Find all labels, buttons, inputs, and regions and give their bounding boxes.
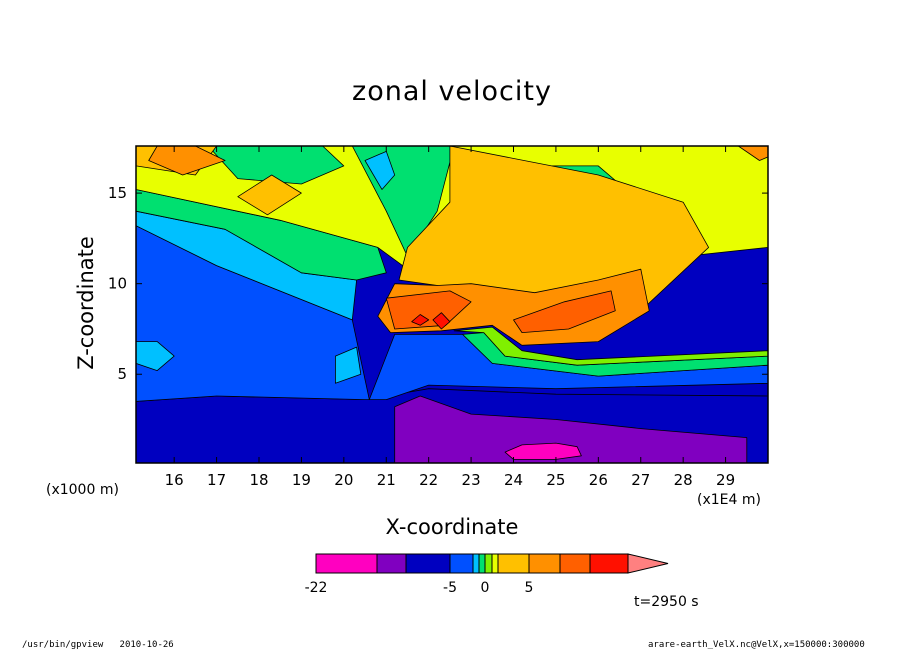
contour-region-12: [364, 150, 396, 190]
y-axis-ticks: 5 10 15: [108, 184, 768, 383]
colorbar-label-1: -5: [443, 580, 457, 596]
contour-region-23: [385, 290, 472, 330]
y-tick-label-5: 5: [117, 365, 127, 383]
x-tick-label-25: 25: [546, 471, 565, 489]
contour-region-21: [377, 268, 650, 346]
colorbar-bin-2: [405, 553, 451, 574]
contour-region-25: [432, 312, 451, 330]
time-label: t=2950 s: [634, 594, 699, 610]
x-tick-label-26: 26: [589, 471, 608, 489]
x-tick-label-24: 24: [504, 471, 523, 489]
contour-region-19: [148, 146, 226, 176]
x-tick-label-20: 20: [334, 471, 353, 489]
colorbar-bin-9: [528, 553, 561, 574]
y-tick-label-15: 15: [108, 184, 127, 202]
colorbar-bin-0: [315, 553, 378, 574]
colorbar-bin-4: [472, 553, 480, 574]
contour-region-2: [504, 442, 582, 460]
x-tick-label-28: 28: [674, 471, 693, 489]
colorbar: -22 -5 0 5: [305, 553, 669, 596]
y-tick-label-10: 10: [108, 275, 127, 293]
colorbar-overflow-triangle: [627, 553, 669, 574]
contour-region-6: [334, 346, 362, 384]
x-multiplier-label: (x1E4 m): [697, 492, 761, 508]
colorbar-label-3: 5: [525, 580, 534, 596]
x-tick-label-29: 29: [716, 471, 735, 489]
contour-region-15: [207, 146, 345, 185]
colorbar-bin-3: [449, 553, 474, 574]
contour-fill-layer: [136, 146, 768, 463]
x-tick-label-27: 27: [631, 471, 650, 489]
colorbar-label-0: -22: [305, 580, 328, 596]
footer-program-date: /usr/bin/gpview 2010-10-26: [22, 640, 174, 650]
plot-frame: [135, 145, 769, 464]
x-tick-label-18: 18: [249, 471, 268, 489]
colorbar-bin-11: [589, 553, 629, 574]
x-axis-label: X-coordinate: [385, 515, 519, 539]
x-tick-label-21: 21: [377, 471, 396, 489]
x-axis-ticks: 16 17 18 19 20 21 22 23 24 25 26 27 28 29: [165, 146, 735, 489]
contour-region-22: [513, 290, 616, 334]
x-unit-label: (x1000 m): [46, 482, 119, 498]
x-tick-label-17: 17: [207, 471, 226, 489]
contour-region-9: [453, 326, 768, 366]
contour-region-24: [411, 314, 430, 326]
x-tick-label-16: 16: [165, 471, 184, 489]
footer-source-file: arare-earth_VelX.nc@VelX,x=150000:300000: [648, 640, 865, 650]
x-tick-label-23: 23: [462, 471, 481, 489]
colorbar-bin-6: [484, 553, 493, 574]
colorbar-bin-8: [497, 553, 530, 574]
colorbar-bin-5: [478, 553, 486, 574]
chart-title: zonal velocity: [352, 76, 552, 107]
contour-region-18: [237, 174, 302, 216]
colorbar-label-2: 0: [481, 580, 490, 596]
x-tick-label-19: 19: [292, 471, 311, 489]
colorbar-bin-10: [559, 553, 591, 574]
colorbar-bin-1: [376, 553, 407, 574]
contour-region-4: [136, 341, 175, 372]
x-tick-label-22: 22: [419, 471, 438, 489]
colorbar-bin-7: [491, 553, 499, 574]
contour-region-1: [394, 395, 748, 463]
contour-region-20: [737, 146, 768, 161]
